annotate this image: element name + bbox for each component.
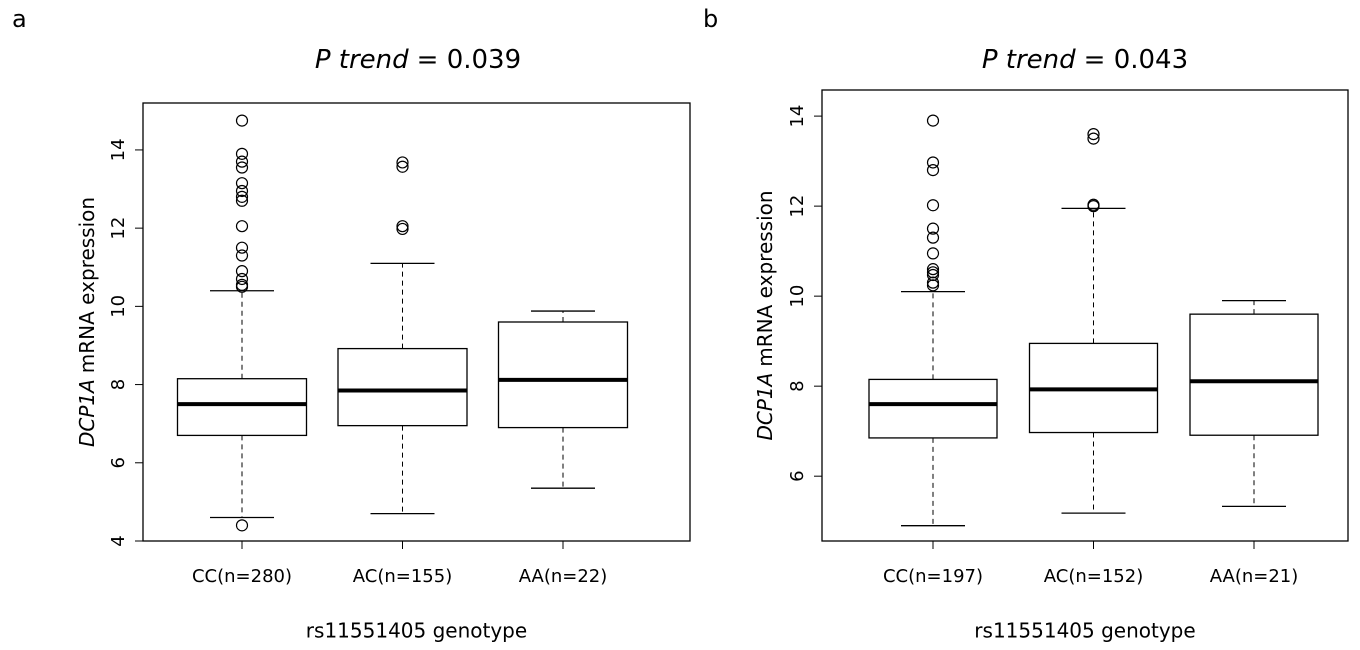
x-tick-label: AA(n=21)	[1210, 566, 1299, 587]
y-axis-label-gene: DCP1A	[75, 379, 99, 447]
y-axis-label-text: mRNA expression	[75, 197, 99, 373]
outlier	[926, 263, 940, 276]
outlier	[926, 268, 940, 282]
outlier	[396, 156, 409, 169]
outlier	[235, 177, 249, 190]
outlier	[396, 220, 409, 233]
y-tick-label: 12	[787, 195, 808, 218]
outlier	[926, 279, 940, 292]
y-axis-label: DCP1A mRNA expression	[75, 197, 99, 447]
outlier	[235, 265, 249, 278]
title-stat: P trend	[315, 45, 409, 75]
outlier	[235, 161, 249, 174]
box	[176, 378, 308, 437]
outlier	[235, 184, 249, 198]
x-tick-label: CC(n=197)	[883, 566, 983, 587]
outlier	[235, 249, 249, 262]
outlier	[926, 231, 940, 244]
outlier	[235, 155, 249, 168]
y-tick-label: 12	[108, 217, 129, 240]
x-tick-label: AC(n=155)	[353, 566, 452, 587]
outlier	[396, 222, 409, 236]
outlier	[235, 280, 249, 293]
y-axis-label-text: mRNA expression	[753, 190, 777, 366]
x-axis-label: rs11551405 genotype	[306, 619, 527, 643]
x-axis-label: rs11551405 genotype	[974, 619, 1195, 643]
outlier	[926, 164, 940, 177]
y-tick-label: 6	[108, 457, 129, 468]
outlier	[1087, 200, 1100, 213]
x-tick-label: AA(n=22)	[519, 566, 608, 587]
outlier	[926, 222, 940, 235]
box	[868, 378, 998, 439]
outlier	[926, 276, 940, 289]
outlier	[926, 156, 940, 169]
box	[337, 347, 468, 427]
y-tick-label: 8	[108, 379, 129, 390]
outlier	[1087, 128, 1100, 141]
title-value: = 0.043	[1084, 45, 1188, 75]
y-tick-label: 4	[108, 535, 129, 546]
outlier	[926, 199, 940, 212]
y-tick-label: 10	[787, 285, 808, 308]
y-axis-label-gene: DCP1A	[753, 373, 777, 441]
outlier	[1087, 132, 1100, 145]
y-tick-label: 14	[108, 138, 129, 161]
outlier	[235, 190, 249, 203]
box	[1189, 313, 1319, 436]
outlier	[235, 220, 249, 233]
outlier	[235, 241, 249, 254]
y-tick-label: 8	[787, 380, 808, 391]
panel-letter: a	[12, 5, 27, 33]
chart-title: P trend = 0.043	[982, 45, 1188, 75]
x-tick-label: CC(n=280)	[192, 566, 292, 587]
outlier	[235, 519, 249, 532]
y-tick-label: 10	[108, 295, 129, 318]
y-tick-label: 14	[787, 105, 808, 128]
chart-title: P trend = 0.039	[315, 45, 521, 75]
panel-letter: b	[703, 5, 718, 33]
outlier	[235, 194, 249, 207]
title-stat: P trend	[982, 45, 1076, 75]
outlier	[235, 114, 249, 127]
outlier	[926, 247, 940, 260]
outlier	[926, 266, 940, 279]
outlier	[396, 160, 409, 173]
box	[497, 321, 629, 429]
y-axis-label: DCP1A mRNA expression	[753, 190, 777, 440]
title-value: = 0.039	[417, 45, 521, 75]
outlier	[235, 272, 249, 286]
y-tick-label: 6	[787, 470, 808, 481]
outlier	[926, 114, 940, 127]
x-tick-label: AC(n=152)	[1044, 566, 1143, 587]
outlier	[235, 147, 249, 160]
